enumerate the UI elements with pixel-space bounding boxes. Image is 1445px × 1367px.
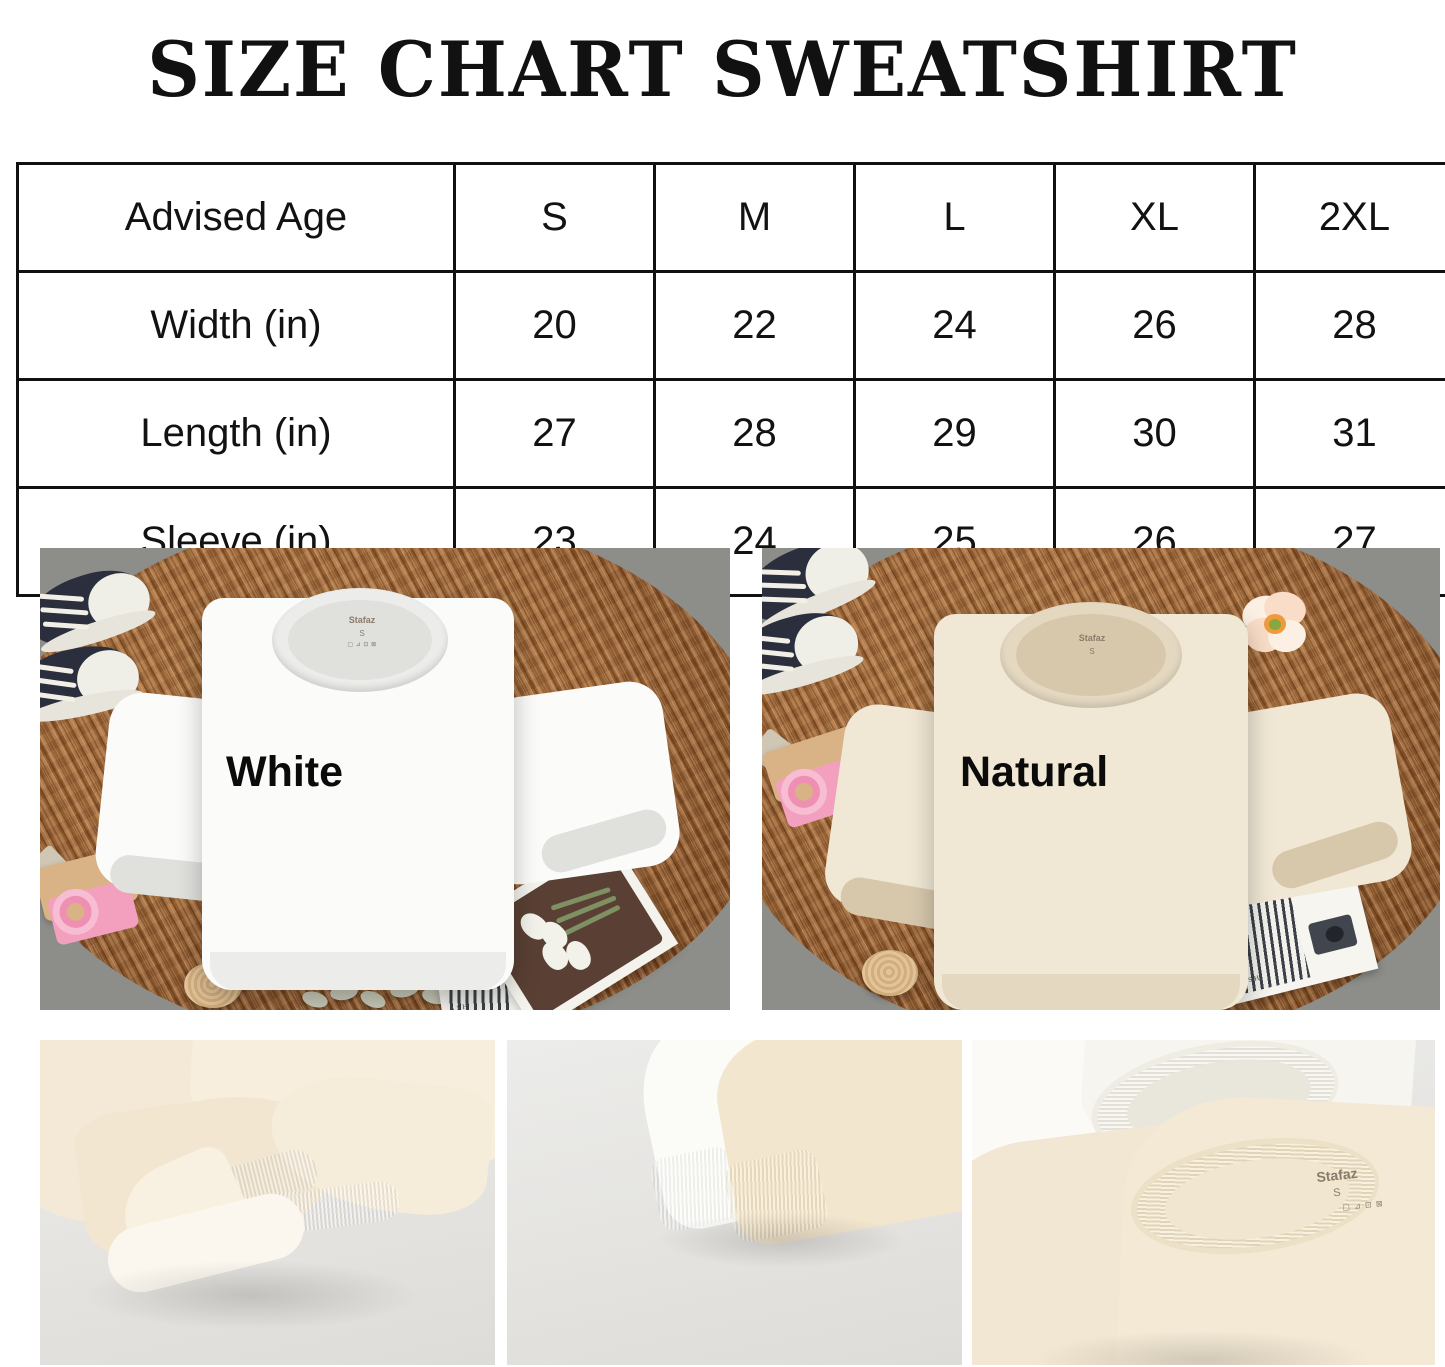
table-row-header: Advised Age S M L XL 2XL: [16, 162, 1445, 273]
length-2xl: 31: [1253, 378, 1445, 489]
drop-shadow: [657, 1212, 907, 1268]
collar-inner: [288, 600, 432, 680]
length-m: 28: [653, 378, 856, 489]
collar-inner: [1016, 614, 1166, 696]
header-size-m: M: [653, 162, 856, 273]
width-m: 22: [653, 270, 856, 381]
drop-shadow: [80, 1260, 420, 1330]
neck-tag-brand: Stafaz: [1078, 633, 1106, 643]
neck-tag-size: S: [359, 629, 365, 638]
header-size-s: S: [453, 162, 656, 273]
width-l: 24: [853, 270, 1056, 381]
table-row-width: Width (in) 20 22 24 26 28: [16, 270, 1445, 381]
color-label-natural: Natural: [960, 748, 1109, 796]
detail-photo-cuff-comparison: [507, 1040, 962, 1365]
sweatshirt-white: Stafaz S ▢ ⊿ ⊡ ⊠: [92, 572, 684, 992]
care-label-icons: ▢ ⊿ ⊡ ⊠: [347, 642, 377, 648]
hem: [942, 974, 1240, 1010]
hem: [210, 952, 506, 990]
product-photo-natural: ASH Stafaz S Natural: [762, 548, 1440, 1010]
length-xl: 30: [1053, 378, 1256, 489]
poppy-flower-prop: [1237, 587, 1310, 658]
width-s: 20: [453, 270, 656, 381]
wood-slice-prop: [862, 950, 918, 996]
length-s: 27: [453, 378, 656, 489]
detail-photo-neckline: Stafaz S Stafaz S ▢ ⊿ ⊡ ⊠: [972, 1040, 1435, 1365]
photo-scene-natural: ASH Stafaz S Natural: [762, 548, 1440, 1010]
product-photo-white: ASH Staf: [40, 548, 730, 1010]
width-2xl: 28: [1253, 270, 1445, 381]
neck-tag-brand: Stafaz: [348, 615, 376, 625]
color-label-white: White: [226, 748, 344, 796]
header-size-2xl: 2XL: [1253, 162, 1445, 273]
row-label-length: Length (in): [16, 378, 456, 489]
sweatshirt-natural: Stafaz S: [820, 592, 1417, 1010]
header-size-xl: XL: [1053, 162, 1256, 273]
header-label-cell: Advised Age: [16, 162, 456, 273]
neck-tag-size: S: [1089, 647, 1095, 656]
size-chart-table: Advised Age S M L XL 2XL Width (in) 20 2…: [16, 162, 1445, 597]
page-title: SIZE CHART SWEATSHIRT: [147, 25, 1298, 114]
header-size-l: L: [853, 162, 1056, 273]
detail-photo-cuff-natural: [40, 1040, 495, 1365]
table-row-length: Length (in) 27 28 29 30 31: [16, 378, 1445, 489]
row-label-width: Width (in): [16, 270, 456, 381]
photo-scene-white: ASH Staf: [40, 548, 730, 1010]
size-chart-table-wrapper: Advised Age S M L XL 2XL Width (in) 20 2…: [16, 162, 1445, 597]
width-xl: 26: [1053, 270, 1256, 381]
length-l: 29: [853, 378, 1056, 489]
